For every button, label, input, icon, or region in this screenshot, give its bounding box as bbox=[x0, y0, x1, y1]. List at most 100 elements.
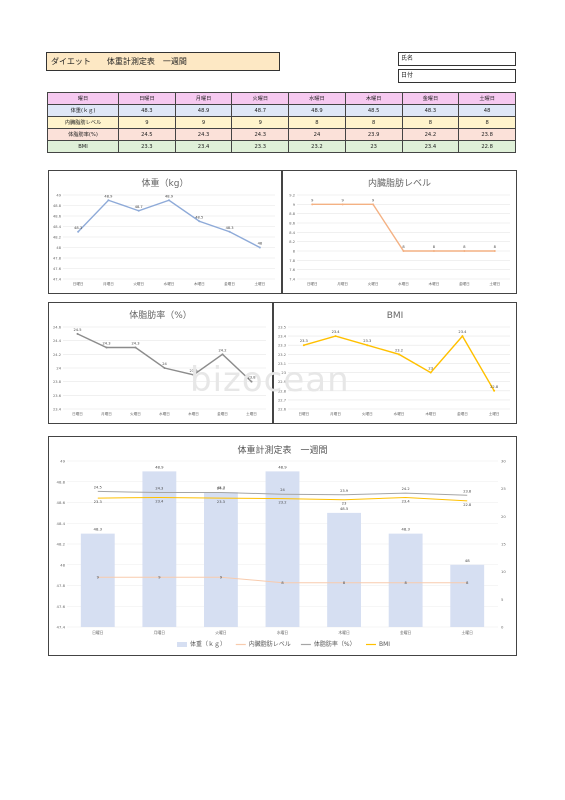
x-tick-label: 日曜日 bbox=[298, 412, 309, 416]
y-tick-label: 48 bbox=[56, 246, 61, 250]
page-title: ダイエット 体重計測定表 一週間 bbox=[46, 52, 280, 71]
y-left-tick-label: 49 bbox=[60, 459, 65, 464]
data-label: 23.2 bbox=[395, 348, 403, 352]
table-cell[interactable]: 48 bbox=[458, 104, 516, 117]
table-cell[interactable]: 8 bbox=[401, 116, 460, 129]
line-data-label: 24.3 bbox=[217, 487, 225, 491]
table-cell[interactable]: 23.8 bbox=[458, 128, 516, 141]
data-label: 22.8 bbox=[490, 385, 499, 389]
y-tick-label: 48.2 bbox=[53, 236, 61, 240]
data-point bbox=[461, 335, 464, 338]
data-label: 48.3 bbox=[74, 226, 82, 230]
y-right-tick-label: 15 bbox=[501, 542, 506, 547]
data-point bbox=[105, 346, 108, 349]
y-tick-label: 9 bbox=[293, 203, 296, 207]
data-point bbox=[258, 246, 261, 249]
data-point bbox=[311, 203, 314, 206]
y-tick-label: 23.3 bbox=[278, 344, 286, 348]
table-row: 体重(ｋｇ) 48.3 48.9 48.7 48.9 48.5 48.3 48 bbox=[47, 104, 516, 117]
day-header: 金曜日 bbox=[401, 92, 460, 105]
series-line bbox=[97, 576, 468, 584]
table-cell[interactable]: 8 bbox=[288, 116, 346, 129]
table-cell[interactable]: 48.9 bbox=[288, 104, 346, 117]
data-label: 48 bbox=[258, 242, 263, 246]
table-cell[interactable]: 23.9 bbox=[344, 128, 403, 141]
table-cell[interactable]: 24.3 bbox=[231, 128, 290, 141]
y-left-tick-label: 48.6 bbox=[57, 500, 66, 505]
weight-chart-panel: 体重（kg） 47.4 47.6 47.8 48 48.2 48.4 48.6 48.8 49 日曜… bbox=[48, 170, 282, 294]
table-cell[interactable]: 23.3 bbox=[231, 140, 290, 153]
y-left-tick-label: 47.6 bbox=[57, 604, 66, 609]
y-left-tick-label: 48.8 bbox=[57, 479, 66, 484]
data-point bbox=[221, 353, 224, 356]
table-cell[interactable]: 48.7 bbox=[231, 104, 290, 117]
y-left-tick-label: 47.8 bbox=[57, 583, 66, 588]
body-fat-chart-panel: 体脂肪率（%） 23.4 23.6 23.8 24 24.2 24.4 24.6 日曜日 月曜日 火… bbox=[48, 302, 273, 424]
table-cell[interactable]: 23.4 bbox=[174, 140, 233, 153]
table-cell[interactable]: 23.4 bbox=[401, 140, 460, 153]
data-label: 48.9 bbox=[165, 194, 174, 198]
body-fat-chart: 体脂肪率（%） 23.4 23.6 23.8 24 24.2 24.4 24.6 日曜日 月曜日 火… bbox=[53, 309, 266, 416]
data-point bbox=[163, 367, 166, 369]
chart-title: 体重計測定表 一週間 bbox=[237, 444, 327, 456]
data-point bbox=[77, 230, 80, 233]
data-label: 48.7 bbox=[135, 205, 143, 209]
x-tick-label: 金曜日 bbox=[224, 281, 235, 286]
line-data-label: 23.2 bbox=[278, 501, 286, 505]
table-cell[interactable]: 23 bbox=[344, 140, 403, 153]
data-point bbox=[334, 335, 337, 338]
x-tick-label: 土曜日 bbox=[254, 281, 265, 286]
bar-data-label: 48 bbox=[465, 558, 470, 563]
x-tick-label: 金曜日 bbox=[400, 630, 412, 635]
table-header-row: 曜日 日曜日 月曜日 火曜日 水曜日 木曜日 金曜日 土曜日 bbox=[47, 92, 516, 105]
table-cell[interactable]: 24 bbox=[288, 128, 346, 141]
line-data-label: 8 bbox=[466, 581, 469, 585]
data-point bbox=[168, 199, 170, 202]
table-cell[interactable]: 22.8 bbox=[458, 140, 516, 153]
y-tick-label: 23.8 bbox=[53, 380, 62, 384]
table-cell[interactable]: 9 bbox=[231, 116, 290, 129]
table-cell[interactable]: 9 bbox=[174, 116, 233, 129]
y-tick-label: 7.6 bbox=[289, 268, 295, 272]
table-cell[interactable]: 48.3 bbox=[118, 104, 176, 117]
y-tick-label: 8.8 bbox=[289, 212, 295, 216]
table-cell[interactable]: 8 bbox=[344, 116, 403, 129]
data-point bbox=[107, 199, 110, 202]
data-point bbox=[402, 250, 405, 252]
date-field[interactable]: 日付 bbox=[398, 69, 516, 83]
table-header-cell: 曜日 bbox=[47, 92, 119, 105]
data-label: 23.8 bbox=[247, 376, 256, 380]
y-left-tick-label: 47.4 bbox=[57, 625, 66, 630]
x-tick-label: 金曜日 bbox=[217, 411, 228, 416]
visceral-fat-chart: 内臓脂肪レベル 7.4 7.6 7.8 8 8.2 8.4 8.6 8.8 9 9.2 日曜日 月曜日 火… bbox=[289, 177, 510, 286]
row-label: 内臓脂肪レベル bbox=[47, 116, 119, 129]
row-label: BMI bbox=[47, 140, 119, 153]
combo-chart: 体重計測定表 一週間 47.4 47.6 47.8 48 48.2 48.4 48.6 48.8… bbox=[57, 444, 507, 648]
x-tick-label: 金曜日 bbox=[457, 411, 468, 416]
legend-label: BMI bbox=[379, 641, 390, 648]
data-label: 9 bbox=[311, 198, 314, 202]
table-cell[interactable]: 48.3 bbox=[401, 104, 460, 117]
table-cell[interactable]: 48.9 bbox=[174, 104, 233, 117]
bar bbox=[80, 533, 115, 627]
table-cell[interactable]: 23.3 bbox=[118, 140, 176, 153]
data-point bbox=[192, 373, 195, 376]
name-field[interactable]: 氏名 bbox=[398, 52, 516, 66]
y-tick-label: 47.6 bbox=[53, 267, 62, 271]
table-cell[interactable]: 24.5 bbox=[118, 128, 176, 141]
x-tick-label: 木曜日 bbox=[425, 411, 436, 416]
x-tick-label: 金曜日 bbox=[459, 281, 470, 286]
y-left-tick-label: 48.2 bbox=[57, 542, 66, 547]
x-tick-label: 木曜日 bbox=[429, 281, 440, 286]
y-tick-label: 8.4 bbox=[289, 231, 295, 235]
table-cell[interactable]: 9 bbox=[118, 116, 176, 129]
y-tick-label: 48.6 bbox=[53, 215, 62, 219]
table-cell[interactable]: 24.2 bbox=[401, 128, 460, 141]
day-header: 日曜日 bbox=[118, 92, 176, 105]
table-cell[interactable]: 48.5 bbox=[344, 104, 403, 117]
x-tick-label: 水曜日 bbox=[398, 281, 409, 286]
table-cell[interactable]: 23.2 bbox=[288, 140, 346, 153]
table-cell[interactable]: 8 bbox=[458, 116, 516, 129]
y-tick-label: 23.4 bbox=[278, 335, 287, 339]
table-cell[interactable]: 24.3 bbox=[174, 128, 233, 141]
